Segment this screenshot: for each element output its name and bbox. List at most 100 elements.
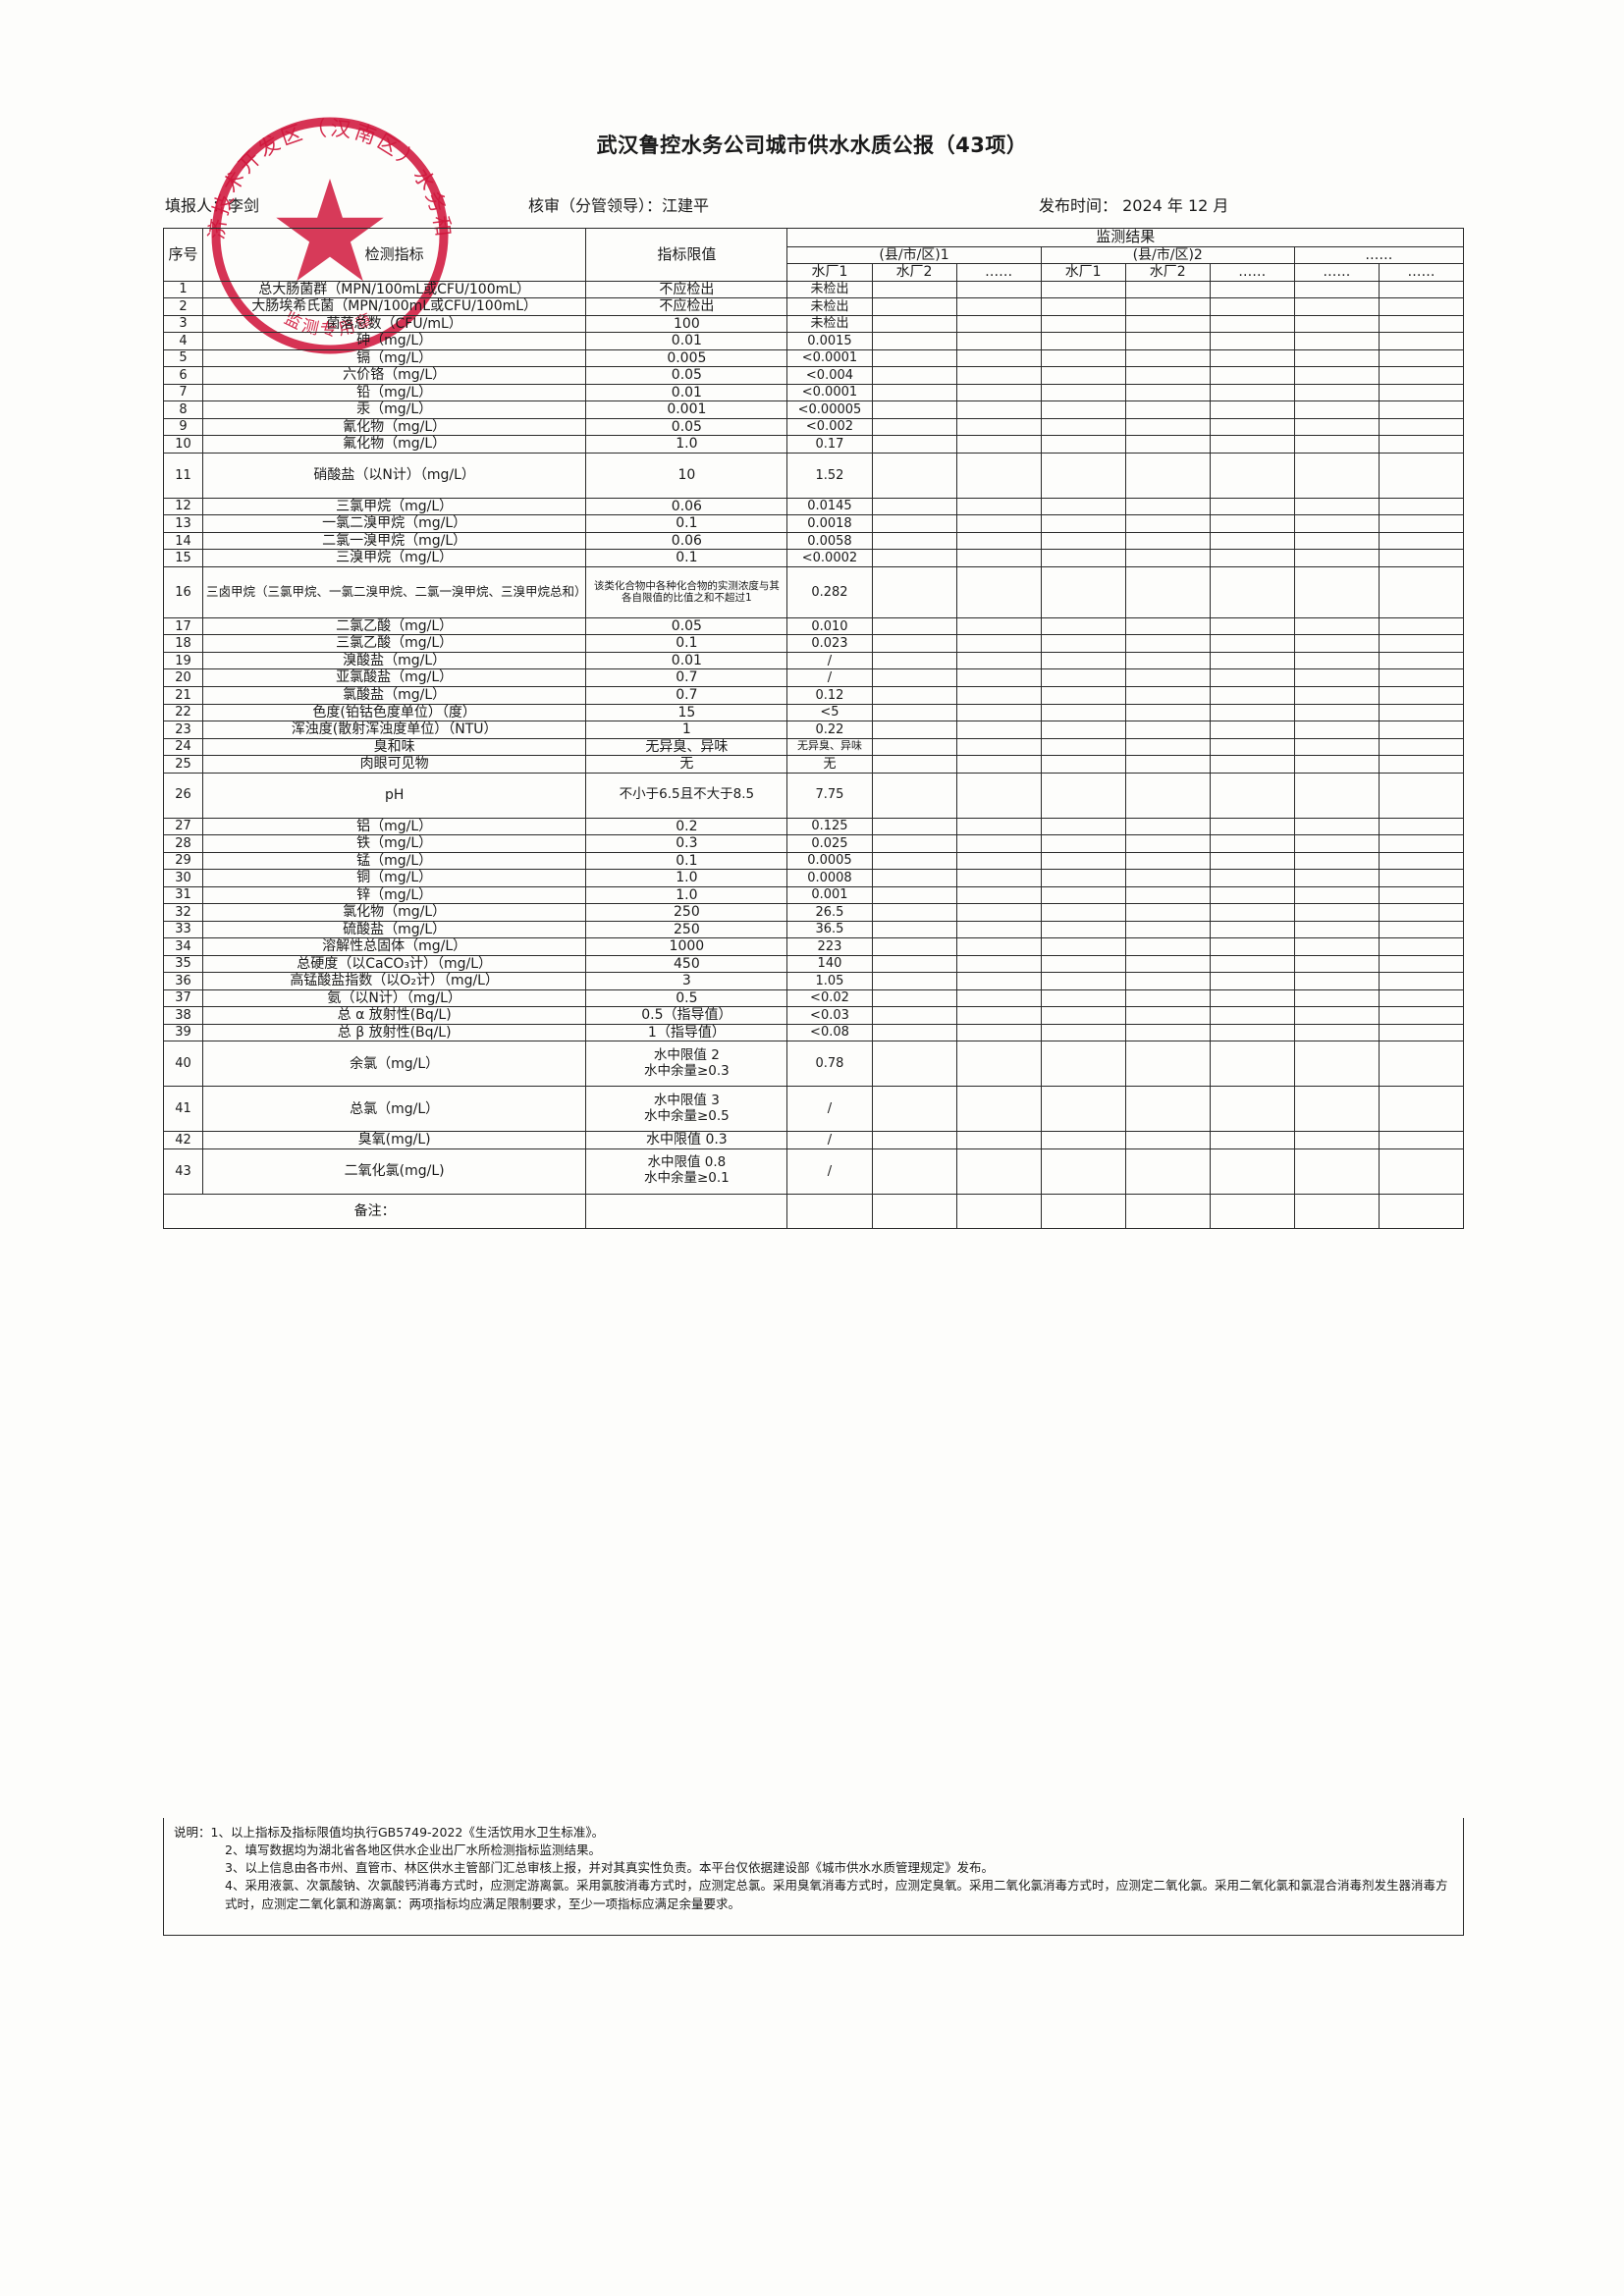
result-value-empty-3 — [955, 988, 1042, 1008]
row-number: 41 — [162, 1086, 204, 1133]
remark-cell-3 — [955, 1193, 1042, 1229]
row-number: 19 — [162, 651, 204, 670]
limit-value: 1.0 — [585, 435, 788, 454]
result-value-empty-2 — [871, 383, 957, 402]
indicator-name: 锌（mg/L） — [202, 885, 587, 905]
result-value-empty-5 — [1124, 497, 1211, 516]
limit-value: 无异臭、异味 — [585, 737, 788, 757]
result-value-empty-8 — [1378, 772, 1465, 819]
result-value-empty-8 — [1378, 297, 1465, 316]
result-value-empty-5 — [1124, 435, 1211, 454]
indicator-name: 硝酸盐（以N计）（mg/L） — [202, 452, 587, 499]
table-header-row-1: 序号 检测指标 指标限值 监测结果 — [162, 228, 1464, 282]
row-number: 42 — [162, 1131, 204, 1149]
result-value-empty-8 — [1378, 737, 1465, 757]
result-value-plant-1-1: 223 — [786, 937, 873, 956]
row-number: 28 — [162, 834, 204, 853]
result-value-empty-4 — [1040, 903, 1126, 922]
indicator-name: 硫酸盐（mg/L） — [202, 920, 587, 939]
result-value-empty-7 — [1293, 903, 1380, 922]
result-value-empty-2 — [871, 885, 957, 905]
result-value-plant-1-1: 0.025 — [786, 834, 873, 853]
result-value-empty-5 — [1124, 565, 1211, 618]
result-value-plant-1-1: <0.08 — [786, 1023, 873, 1042]
result-value-empty-2 — [871, 616, 957, 636]
result-value-empty-2 — [871, 651, 957, 670]
result-value-plant-1-1: 1.05 — [786, 972, 873, 990]
result-value-empty-5 — [1124, 988, 1211, 1008]
header-group-1: (县/市/区)1 — [786, 245, 1042, 265]
result-value-plant-1-1: 0.22 — [786, 721, 873, 739]
indicator-name: 二氯一溴甲烷（mg/L） — [202, 531, 587, 551]
indicator-name: 菌落总数（CFU/mL） — [202, 314, 587, 334]
indicator-name: 氨（以N计）（mg/L） — [202, 988, 587, 1008]
result-value-empty-6 — [1209, 616, 1295, 636]
limit-value: 不小于6.5且不大于8.5 — [585, 772, 788, 819]
result-value-empty-8 — [1378, 903, 1465, 922]
result-value-empty-5 — [1124, 737, 1211, 757]
result-value-plant-1-1: 0.125 — [786, 817, 873, 836]
result-value-empty-4 — [1040, 1023, 1126, 1042]
result-value-empty-5 — [1124, 1131, 1211, 1149]
result-value-empty-3 — [955, 1148, 1042, 1195]
result-value-empty-8 — [1378, 314, 1465, 334]
result-value-empty-4 — [1040, 514, 1126, 533]
limit-value: 水中限值 3 水中余量≥0.5 — [585, 1086, 788, 1133]
result-value-empty-3 — [955, 937, 1042, 956]
result-value-empty-4 — [1040, 452, 1126, 499]
result-value-empty-4 — [1040, 869, 1126, 887]
row-number: 20 — [162, 668, 204, 687]
limit-value: 1（指导值） — [585, 1023, 788, 1042]
result-value-empty-5 — [1124, 817, 1211, 836]
result-value-empty-3 — [955, 651, 1042, 670]
row-number: 9 — [162, 417, 204, 437]
row-number: 27 — [162, 817, 204, 836]
result-value-empty-2 — [871, 435, 957, 454]
result-value-empty-7 — [1293, 531, 1380, 551]
indicator-name: 亚氯酸盐（mg/L） — [202, 668, 587, 687]
result-value-empty-5 — [1124, 972, 1211, 990]
result-value-empty-4 — [1040, 668, 1126, 687]
result-value-empty-6 — [1209, 1148, 1295, 1195]
result-value-empty-6 — [1209, 348, 1295, 368]
header-plant-1-2: 水厂2 — [871, 263, 957, 282]
result-value-empty-5 — [1124, 1041, 1211, 1088]
header-extra-1: …… — [1293, 263, 1380, 282]
limit-value: 0.05 — [585, 417, 788, 437]
note-item: 4、采用液氯、次氯酸钠、次氯酸钙消毒方式时，应测定游离氯。采用氯胺消毒方式时，应… — [225, 1878, 1448, 1911]
table-row: 41 总氯（mg/L） 水中限值 3 水中余量≥0.5/ — [162, 1086, 1465, 1133]
result-value-empty-2 — [871, 903, 957, 922]
indicator-name: 总氯（mg/L） — [202, 1086, 587, 1133]
result-value-plant-1-1: 0.023 — [786, 634, 873, 653]
result-value-plant-1-1: 36.5 — [786, 920, 873, 939]
result-value-empty-2 — [871, 1023, 957, 1042]
result-value-empty-7 — [1293, 869, 1380, 887]
result-value-empty-8 — [1378, 280, 1465, 299]
header-plant-2-1: 水厂1 — [1040, 263, 1126, 282]
result-value-empty-4 — [1040, 954, 1126, 974]
remark-cell-limit — [585, 1193, 788, 1229]
table-row: 11 硝酸盐（以N计）（mg/L） 10 1.52 — [162, 452, 1465, 499]
result-value-empty-7 — [1293, 332, 1380, 350]
row-number: 16 — [162, 565, 204, 618]
result-value-empty-5 — [1124, 903, 1211, 922]
indicator-name: 砷（mg/L） — [202, 332, 587, 350]
result-value-empty-6 — [1209, 332, 1295, 350]
result-value-plant-1-1: <5 — [786, 703, 873, 722]
result-value-empty-6 — [1209, 297, 1295, 316]
result-value-empty-5 — [1124, 1006, 1211, 1025]
indicator-name: 锰（mg/L） — [202, 851, 587, 871]
result-value-empty-7 — [1293, 616, 1380, 636]
result-value-empty-5 — [1124, 280, 1211, 299]
result-value-empty-5 — [1124, 332, 1211, 350]
result-value-empty-7 — [1293, 703, 1380, 722]
result-value-empty-2 — [871, 634, 957, 653]
limit-value: 1000 — [585, 937, 788, 956]
result-value-empty-5 — [1124, 834, 1211, 853]
result-value-empty-5 — [1124, 452, 1211, 499]
result-value-empty-6 — [1209, 817, 1295, 836]
table-row: 22 色度(铂钴色度单位）（度） 15 <5 — [162, 703, 1465, 722]
table-row: 23 浑浊度(散射浑浊度单位）（NTU） 1 0.22 — [162, 721, 1465, 739]
result-value-empty-7 — [1293, 920, 1380, 939]
result-value-empty-5 — [1124, 400, 1211, 419]
